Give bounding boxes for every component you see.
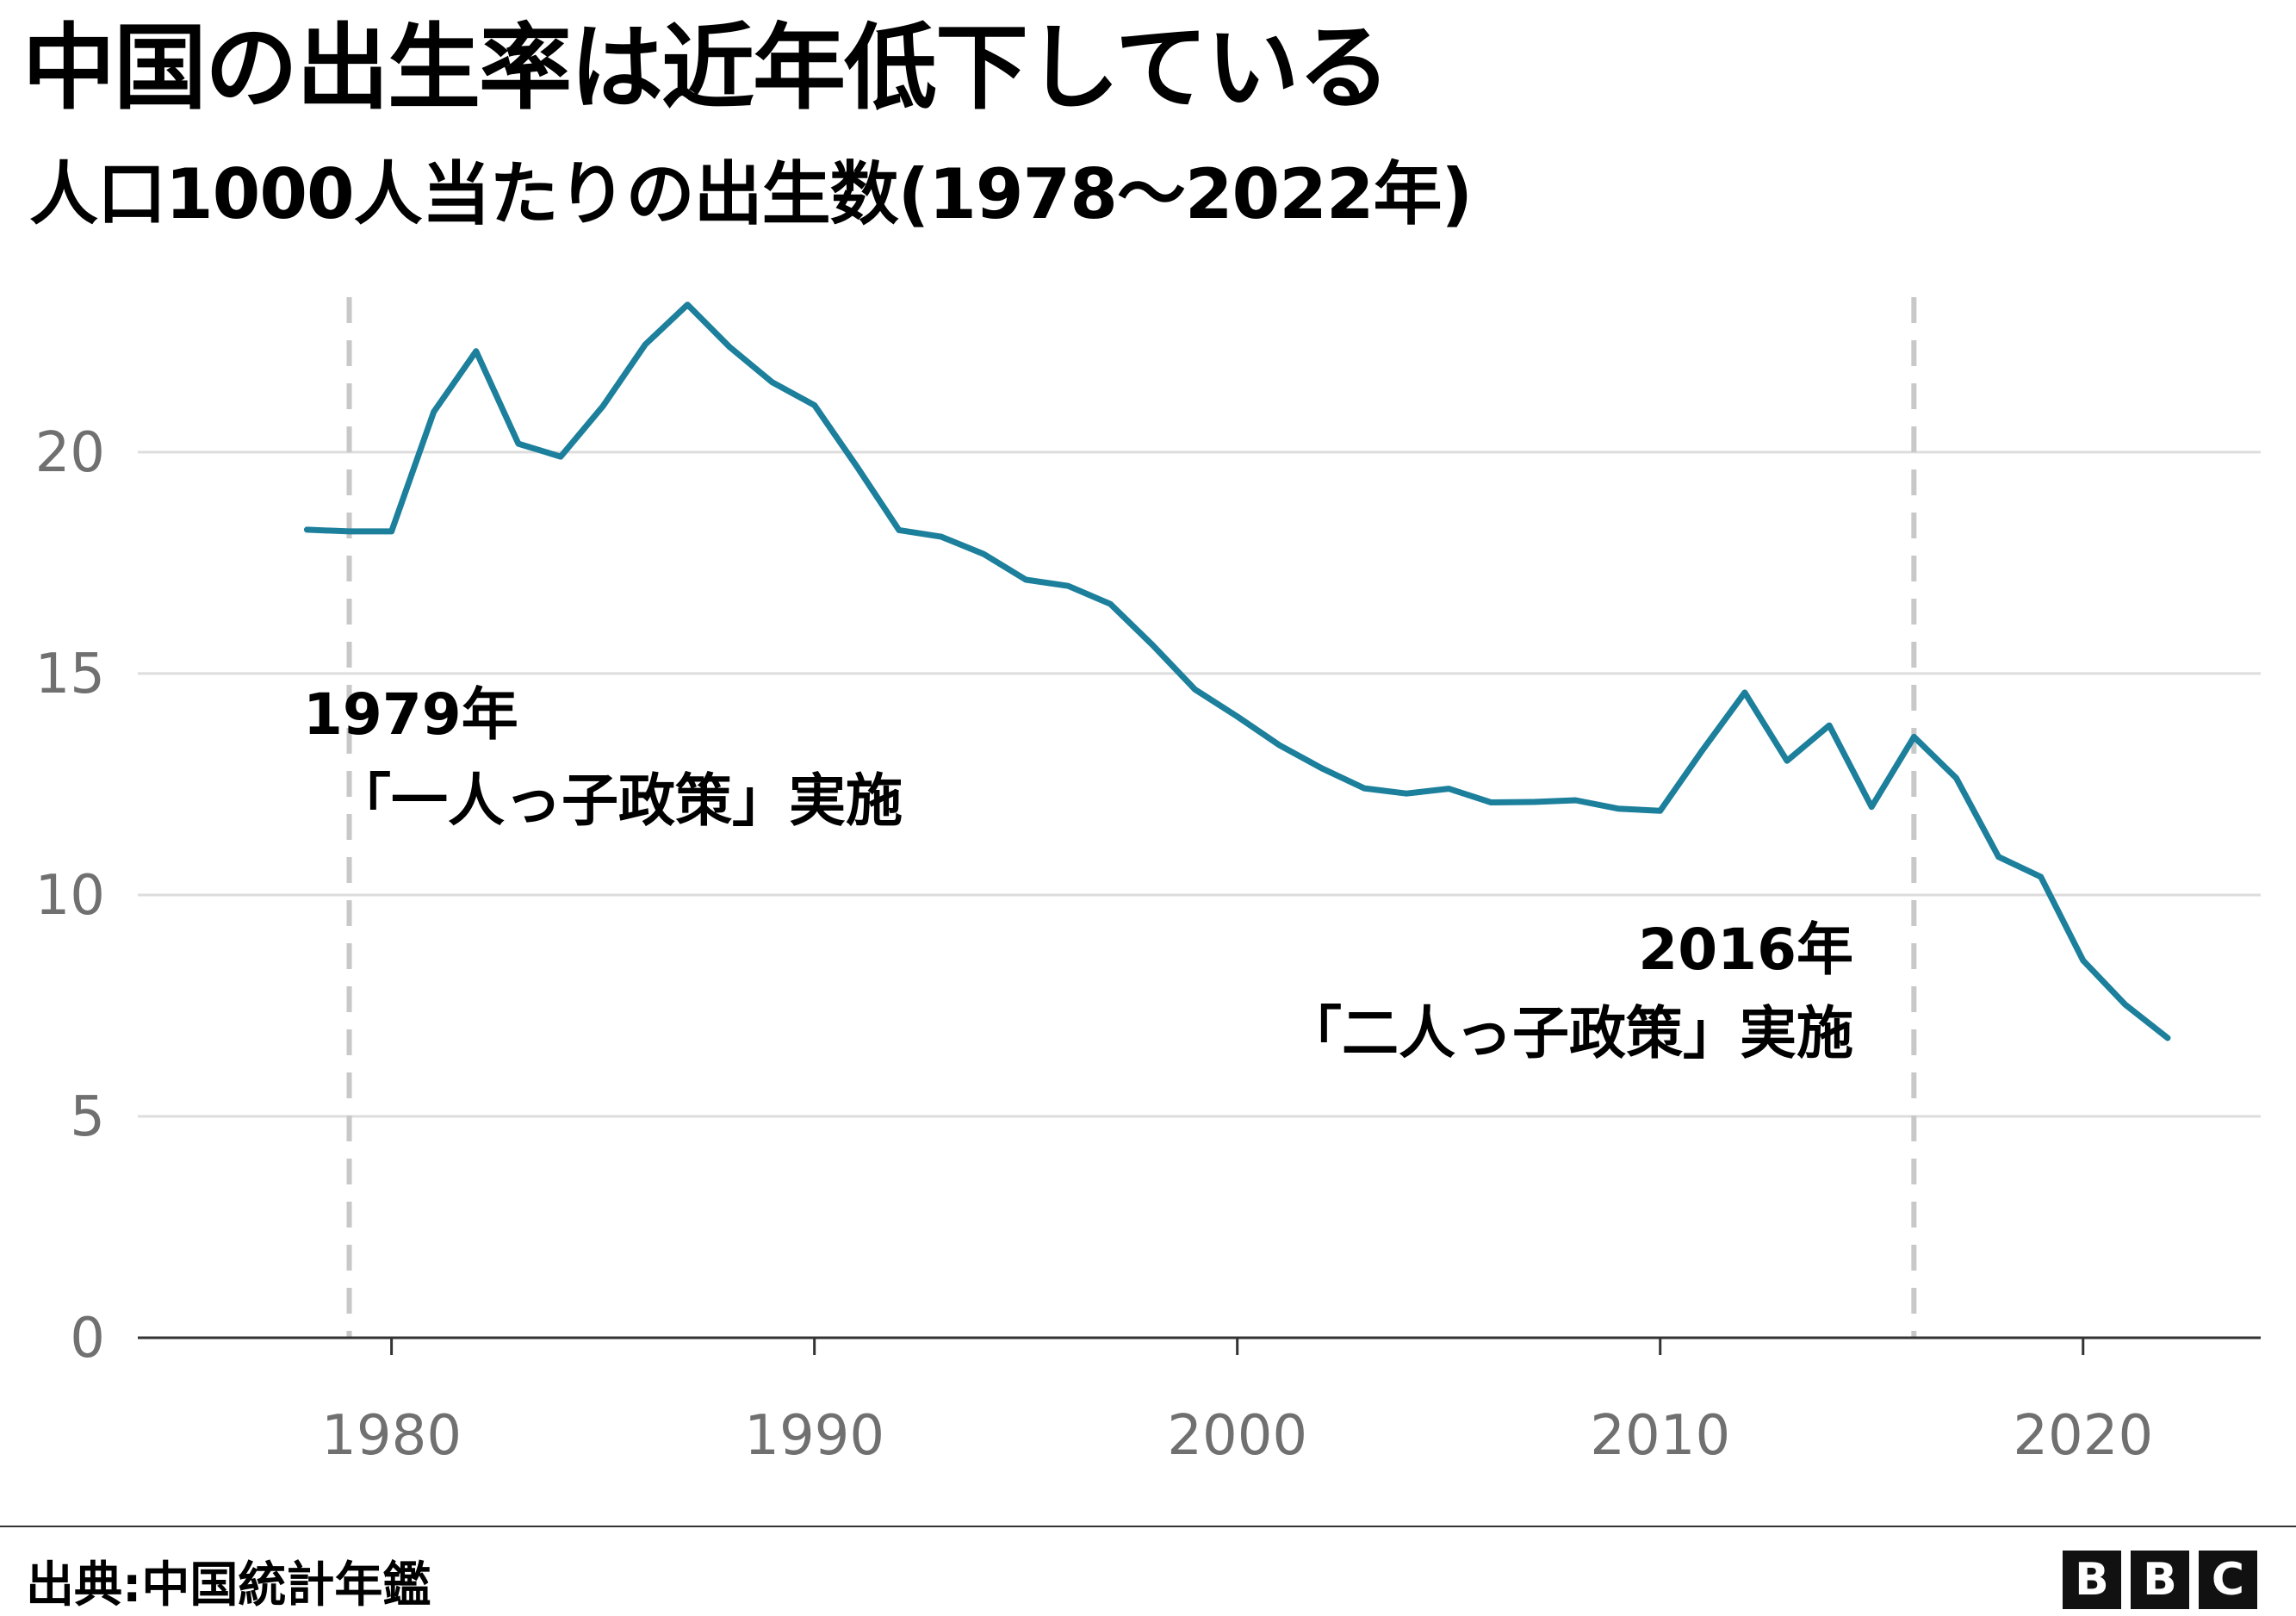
- x-tick-label-1980: 1980: [321, 1404, 462, 1468]
- data-point-1994: [981, 551, 987, 557]
- data-points: [304, 301, 2171, 1041]
- bbc-logo-letter-3: C: [2199, 1551, 2257, 1609]
- data-point-1995: [1023, 576, 1029, 582]
- data-point-2009: [1615, 805, 1621, 811]
- data-point-2005: [1446, 786, 1452, 792]
- data-point-1981: [431, 409, 437, 415]
- data-point-1979: [346, 528, 352, 534]
- data-point-1989: [769, 379, 775, 385]
- policy-markers: [346, 297, 1917, 1338]
- birth-rate-series-line: [303, 301, 2171, 1041]
- data-point-1982: [473, 348, 479, 354]
- data-point-2000: [1234, 713, 1240, 719]
- data-point-1996: [1065, 583, 1071, 589]
- data-point-2018: [1995, 854, 2001, 860]
- bbc-logo: B B C: [2063, 1551, 2257, 1609]
- y-tick-label-20: 20: [35, 421, 105, 485]
- data-point-2002: [1319, 765, 1325, 771]
- y-axis-ticks: 0 5 10 15 20: [35, 421, 105, 1370]
- x-tick-label-2020: 2020: [2013, 1404, 2153, 1468]
- data-point-1983: [515, 441, 521, 447]
- data-point-2003: [1362, 786, 1368, 792]
- x-tick-label-2000: 2000: [1167, 1404, 1307, 1468]
- gridlines: [138, 451, 2261, 1118]
- data-point-2014: [1827, 723, 1833, 729]
- data-point-1997: [1108, 601, 1114, 607]
- x-tick-label-2010: 2010: [1590, 1404, 1730, 1468]
- data-point-2015: [1869, 804, 1875, 810]
- data-point-2007: [1530, 799, 1536, 805]
- annotation-2016-year: 2016年: [1638, 917, 1853, 983]
- annotation-2016-policy: 「二人っ子政策」実施: [1285, 1000, 1853, 1066]
- data-point-2010: [1657, 808, 1663, 814]
- data-point-1988: [727, 345, 733, 351]
- chart-subtitle: 人口1000人当たりの出生数(1978〜2022年): [29, 154, 1473, 234]
- data-point-1998: [1150, 643, 1156, 649]
- y-tick-label-15: 15: [35, 643, 105, 706]
- data-point-2020: [2080, 958, 2086, 964]
- data-point-2019: [2038, 873, 2044, 879]
- data-point-1986: [642, 342, 648, 348]
- birth-rate-line-chart: 1980 1990 2000 2010 2020 0 5 10 15 20 1979年 「一人っ…: [35, 297, 2261, 1468]
- y-tick-label-10: 10: [35, 864, 105, 928]
- data-point-2008: [1573, 797, 1579, 803]
- data-point-1993: [938, 534, 944, 540]
- data-point-2004: [1404, 791, 1410, 797]
- data-point-2022: [2164, 1035, 2170, 1041]
- data-point-2021: [2122, 1002, 2128, 1008]
- data-point-2011: [1699, 747, 1705, 753]
- source-note: 出典:中国統計年鑑: [26, 1557, 431, 1613]
- annotations: 1979年 「一人っ子政策」実施 2016年 「二人っ子政策」実施: [303, 681, 1853, 1066]
- data-point-2016: [1911, 734, 1917, 740]
- x-tick-label-1990: 1990: [744, 1404, 884, 1468]
- data-point-1990: [811, 402, 817, 408]
- data-point-1980: [388, 528, 394, 534]
- bbc-logo-letter-1: B: [2063, 1551, 2121, 1609]
- annotation-1979-year: 1979年: [303, 681, 518, 748]
- data-point-1992: [896, 527, 902, 533]
- data-point-1991: [853, 463, 859, 469]
- data-point-2013: [1784, 758, 1790, 764]
- chart-title: 中国の出生率は近年低下している: [22, 15, 1391, 122]
- data-point-1987: [685, 301, 691, 308]
- data-point-1984: [558, 454, 564, 460]
- y-tick-label-5: 5: [70, 1085, 105, 1149]
- bbc-logo-letter-2: B: [2131, 1551, 2189, 1609]
- data-point-1978: [304, 526, 310, 532]
- footer-divider: [0, 1526, 2296, 1527]
- data-point-2001: [1276, 743, 1282, 749]
- x-axis-ticks: 1980 1990 2000 2010 2020: [321, 1338, 2153, 1468]
- data-point-2017: [1953, 775, 1959, 781]
- data-point-2006: [1488, 799, 1494, 805]
- annotation-1979-policy: 「一人っ子政策」実施: [334, 768, 903, 834]
- y-tick-label-0: 0: [70, 1307, 105, 1370]
- data-point-1985: [600, 403, 606, 409]
- data-point-1999: [1192, 687, 1198, 693]
- data-point-2012: [1741, 690, 1747, 696]
